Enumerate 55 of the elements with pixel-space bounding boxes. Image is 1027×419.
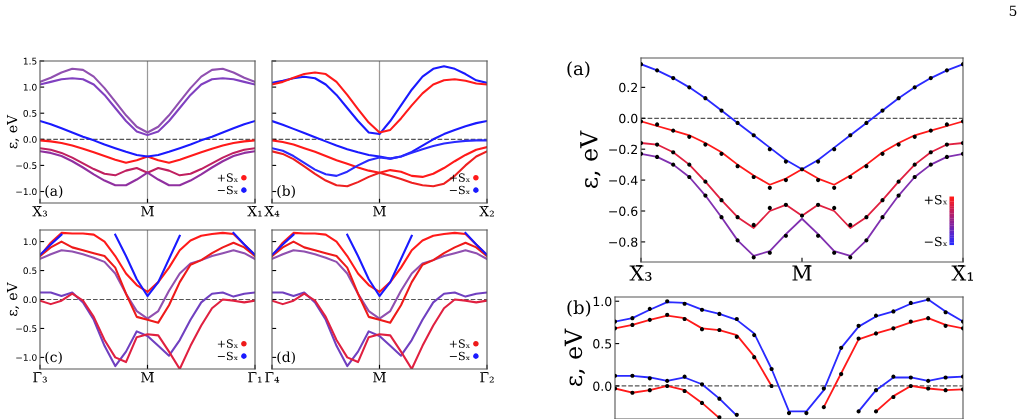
legend-label: −Sₓ [217, 351, 238, 361]
y-tick-label: 0.0 [619, 113, 638, 124]
x-tick-label: M̄ [141, 205, 154, 217]
y-axis-title: ε, eV [580, 130, 601, 188]
annotation: −Sₓ [924, 236, 948, 247]
y-tick-label: 0.0 [23, 296, 37, 304]
legend-label: +Sₓ [217, 339, 238, 348]
x-tick-label: M̄ [792, 265, 812, 281]
y-axis-title: ε, eV [564, 328, 586, 386]
y-tick-label: −0.8 [609, 237, 638, 247]
y-tick-label: −1.0 [16, 188, 37, 196]
text: (b) [567, 300, 591, 317]
legend-label: −Sₓ [449, 351, 470, 361]
y-tick-label: 0.5 [23, 109, 37, 117]
y-tick-label: −0.6 [609, 206, 638, 216]
x-tick-label: Γ̄₂ [480, 371, 494, 383]
y-tick-label: −0.4 [609, 175, 638, 186]
y-axis-title: ε, eV [6, 114, 19, 149]
annotation: +Sₓ [924, 194, 948, 205]
x-tick-label: M̄ [373, 205, 386, 217]
x-tick-label: X̄₃ [629, 265, 652, 281]
annotation: (b) [277, 185, 295, 199]
annotation: (c) [45, 351, 62, 365]
y-tick-label: 0.0 [593, 381, 612, 391]
y-tick-label: 1.0 [23, 83, 37, 91]
annotation: (a) [45, 185, 63, 199]
y-tick-label: 1.0 [23, 238, 37, 246]
y-tick-label: 1.0 [593, 296, 612, 307]
y-axis-title: ε, eV [6, 282, 19, 316]
y-tick-label: −0.2 [609, 144, 637, 155]
annotation: (d) [277, 351, 295, 365]
y-tick-label: 0.2 [619, 82, 637, 93]
legend-label: +Sₓ [217, 173, 238, 182]
y-tick-label: −1.0 [16, 354, 37, 361]
text: 5 [1009, 5, 1017, 17]
y-tick-label: −0.5 [16, 162, 37, 169]
x-tick-label: M̄ [141, 371, 154, 383]
legend-label: −Sₓ [449, 185, 470, 195]
legend-label: +Sₓ [449, 339, 470, 348]
x-tick-label: X̄₂ [479, 205, 494, 217]
x-tick-label: Γ̄₄ [265, 371, 280, 383]
y-tick-label: 0.5 [593, 339, 612, 349]
x-tick-label: X̄₁ [951, 265, 973, 281]
x-tick-label: X̄₄ [264, 205, 280, 217]
y-tick-label: 0.5 [23, 267, 37, 275]
x-tick-label: Γ̄₁ [248, 371, 262, 383]
x-tick-label: X̄₁ [247, 205, 262, 217]
x-tick-label: X̄₃ [32, 205, 48, 217]
x-tick-label: Γ̄₃ [33, 371, 47, 383]
y-tick-label: 0.0 [23, 136, 37, 143]
legend-label: −Sₓ [217, 185, 238, 195]
y-tick-label: 1.5 [23, 57, 37, 65]
text: (a) [567, 61, 590, 78]
x-tick-label: M̄ [373, 371, 386, 383]
y-tick-label: −0.5 [16, 325, 37, 333]
